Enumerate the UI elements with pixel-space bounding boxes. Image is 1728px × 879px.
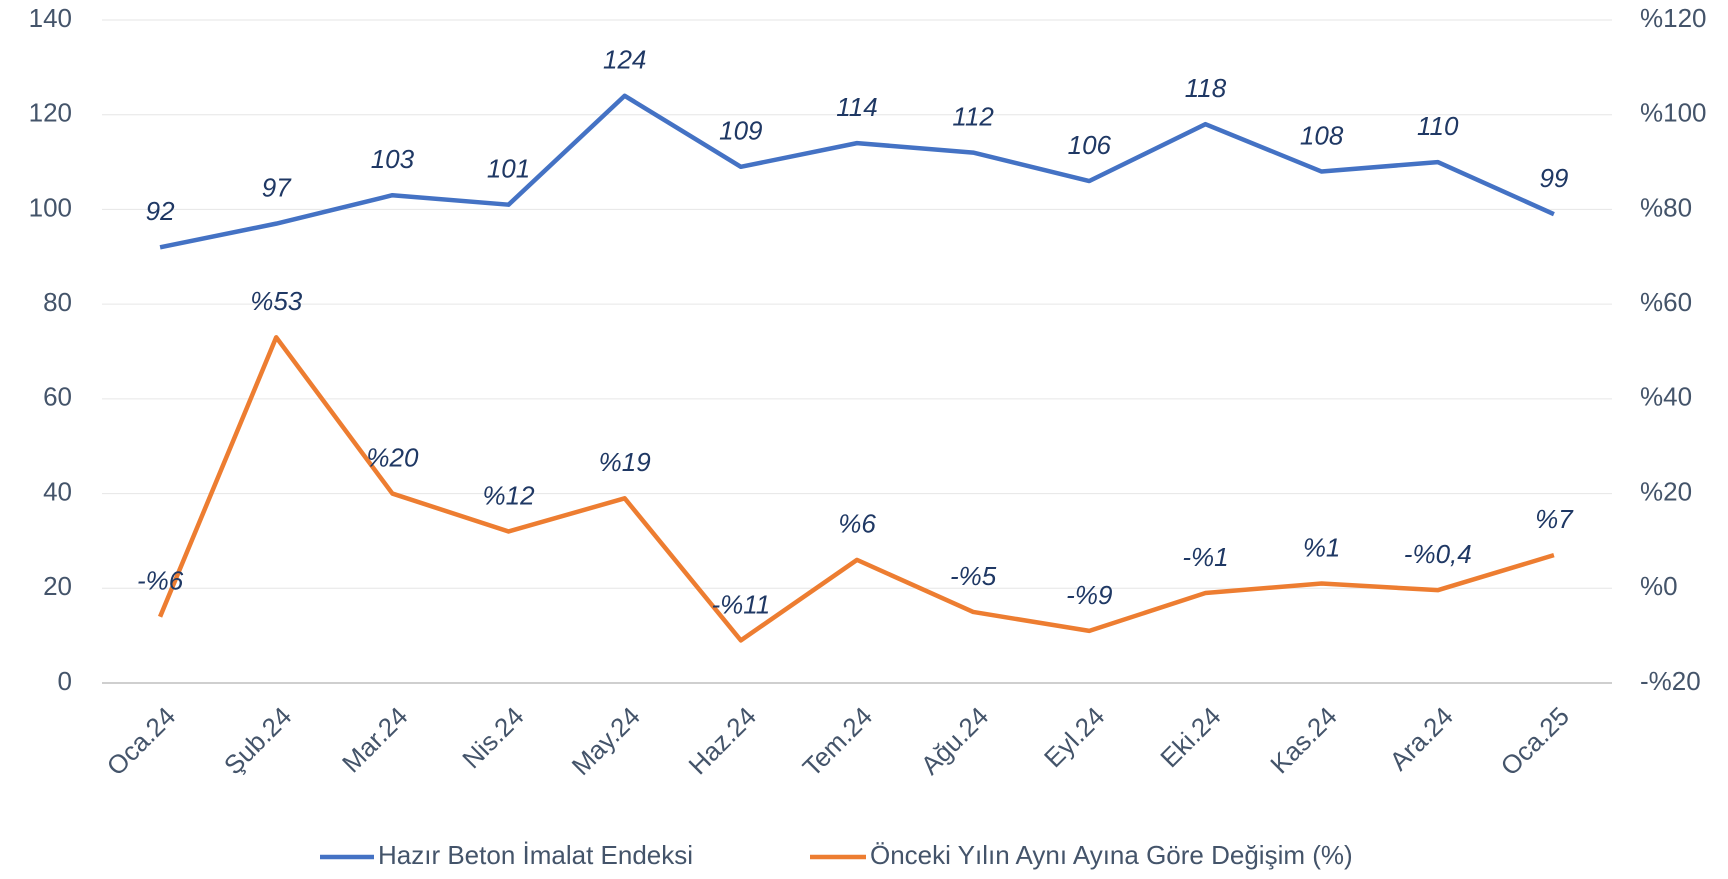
y-tick-label: 100 bbox=[29, 192, 72, 222]
data-label: 106 bbox=[1068, 130, 1112, 160]
x-tick-label: Oca.25 bbox=[1495, 701, 1575, 781]
data-label: -%5 bbox=[950, 561, 997, 591]
data-label: 110 bbox=[1417, 111, 1459, 141]
x-tick-label: Mar.24 bbox=[336, 701, 413, 778]
y-tick-label: 20 bbox=[43, 571, 72, 601]
x-tick-label: Haz.24 bbox=[682, 701, 761, 780]
data-label: 99 bbox=[1539, 163, 1568, 193]
x-tick-label: Ara.24 bbox=[1383, 701, 1458, 776]
y-tick-label: 40 bbox=[43, 476, 72, 506]
data-label: %53 bbox=[250, 286, 303, 316]
y2-tick-label: %80 bbox=[1640, 192, 1692, 222]
data-label: 118 bbox=[1185, 73, 1227, 103]
data-label: %7 bbox=[1535, 504, 1574, 534]
data-label: 97 bbox=[262, 173, 292, 203]
data-label: -%0,4 bbox=[1404, 539, 1472, 569]
data-label: 108 bbox=[1300, 120, 1344, 150]
y2-tick-label: %60 bbox=[1640, 287, 1692, 317]
data-label: 92 bbox=[146, 196, 175, 226]
data-label: -%9 bbox=[1066, 580, 1112, 610]
x-tick-label: Eki.24 bbox=[1154, 701, 1226, 773]
y2-tick-label: -%20 bbox=[1640, 666, 1701, 696]
x-tick-label: Ağu.24 bbox=[915, 701, 994, 780]
y-tick-label: 120 bbox=[29, 98, 72, 128]
data-label: -%11 bbox=[711, 589, 770, 619]
y-tick-label: 60 bbox=[43, 382, 72, 412]
data-label: %1 bbox=[1303, 532, 1341, 562]
x-tick-label: Eyl.24 bbox=[1038, 701, 1110, 773]
y2-tick-label: %100 bbox=[1640, 98, 1707, 128]
y2-tick-label: %40 bbox=[1640, 382, 1692, 412]
data-label: 112 bbox=[952, 101, 994, 131]
series-line bbox=[159, 93, 1555, 250]
x-tick-label: Oca.24 bbox=[101, 701, 181, 781]
data-label: 109 bbox=[719, 116, 762, 146]
y2-tick-label: %120 bbox=[1640, 3, 1707, 33]
data-label: -%6 bbox=[137, 566, 184, 596]
y2-tick-label: %20 bbox=[1640, 476, 1692, 506]
y-tick-label: 140 bbox=[29, 3, 72, 33]
data-label: %19 bbox=[599, 447, 651, 477]
x-tick-label: Kas.24 bbox=[1264, 701, 1342, 779]
data-label: 124 bbox=[603, 45, 646, 75]
data-label: %6 bbox=[838, 509, 876, 539]
data-label: %12 bbox=[483, 480, 536, 510]
x-tick-label: Şub.24 bbox=[218, 701, 297, 780]
legend-label: Önceki Yılın Aynı Ayına Göre Değişim (%) bbox=[870, 840, 1353, 870]
data-label: 114 bbox=[836, 92, 877, 122]
legend-label: Hazır Beton İmalat Endeksi bbox=[378, 840, 693, 870]
x-tick-label: Tem.24 bbox=[797, 701, 879, 783]
data-label: 101 bbox=[487, 154, 530, 184]
series-line bbox=[157, 335, 1555, 643]
x-tick-label: Nis.24 bbox=[456, 701, 529, 774]
y-tick-label: 80 bbox=[43, 287, 72, 317]
y-tick-label: 0 bbox=[58, 666, 72, 696]
y2-tick-label: %0 bbox=[1640, 571, 1678, 601]
x-tick-label: May.24 bbox=[566, 701, 646, 781]
data-label: %20 bbox=[366, 442, 419, 472]
data-label: 103 bbox=[371, 144, 415, 174]
data-label: -%1 bbox=[1182, 542, 1228, 572]
